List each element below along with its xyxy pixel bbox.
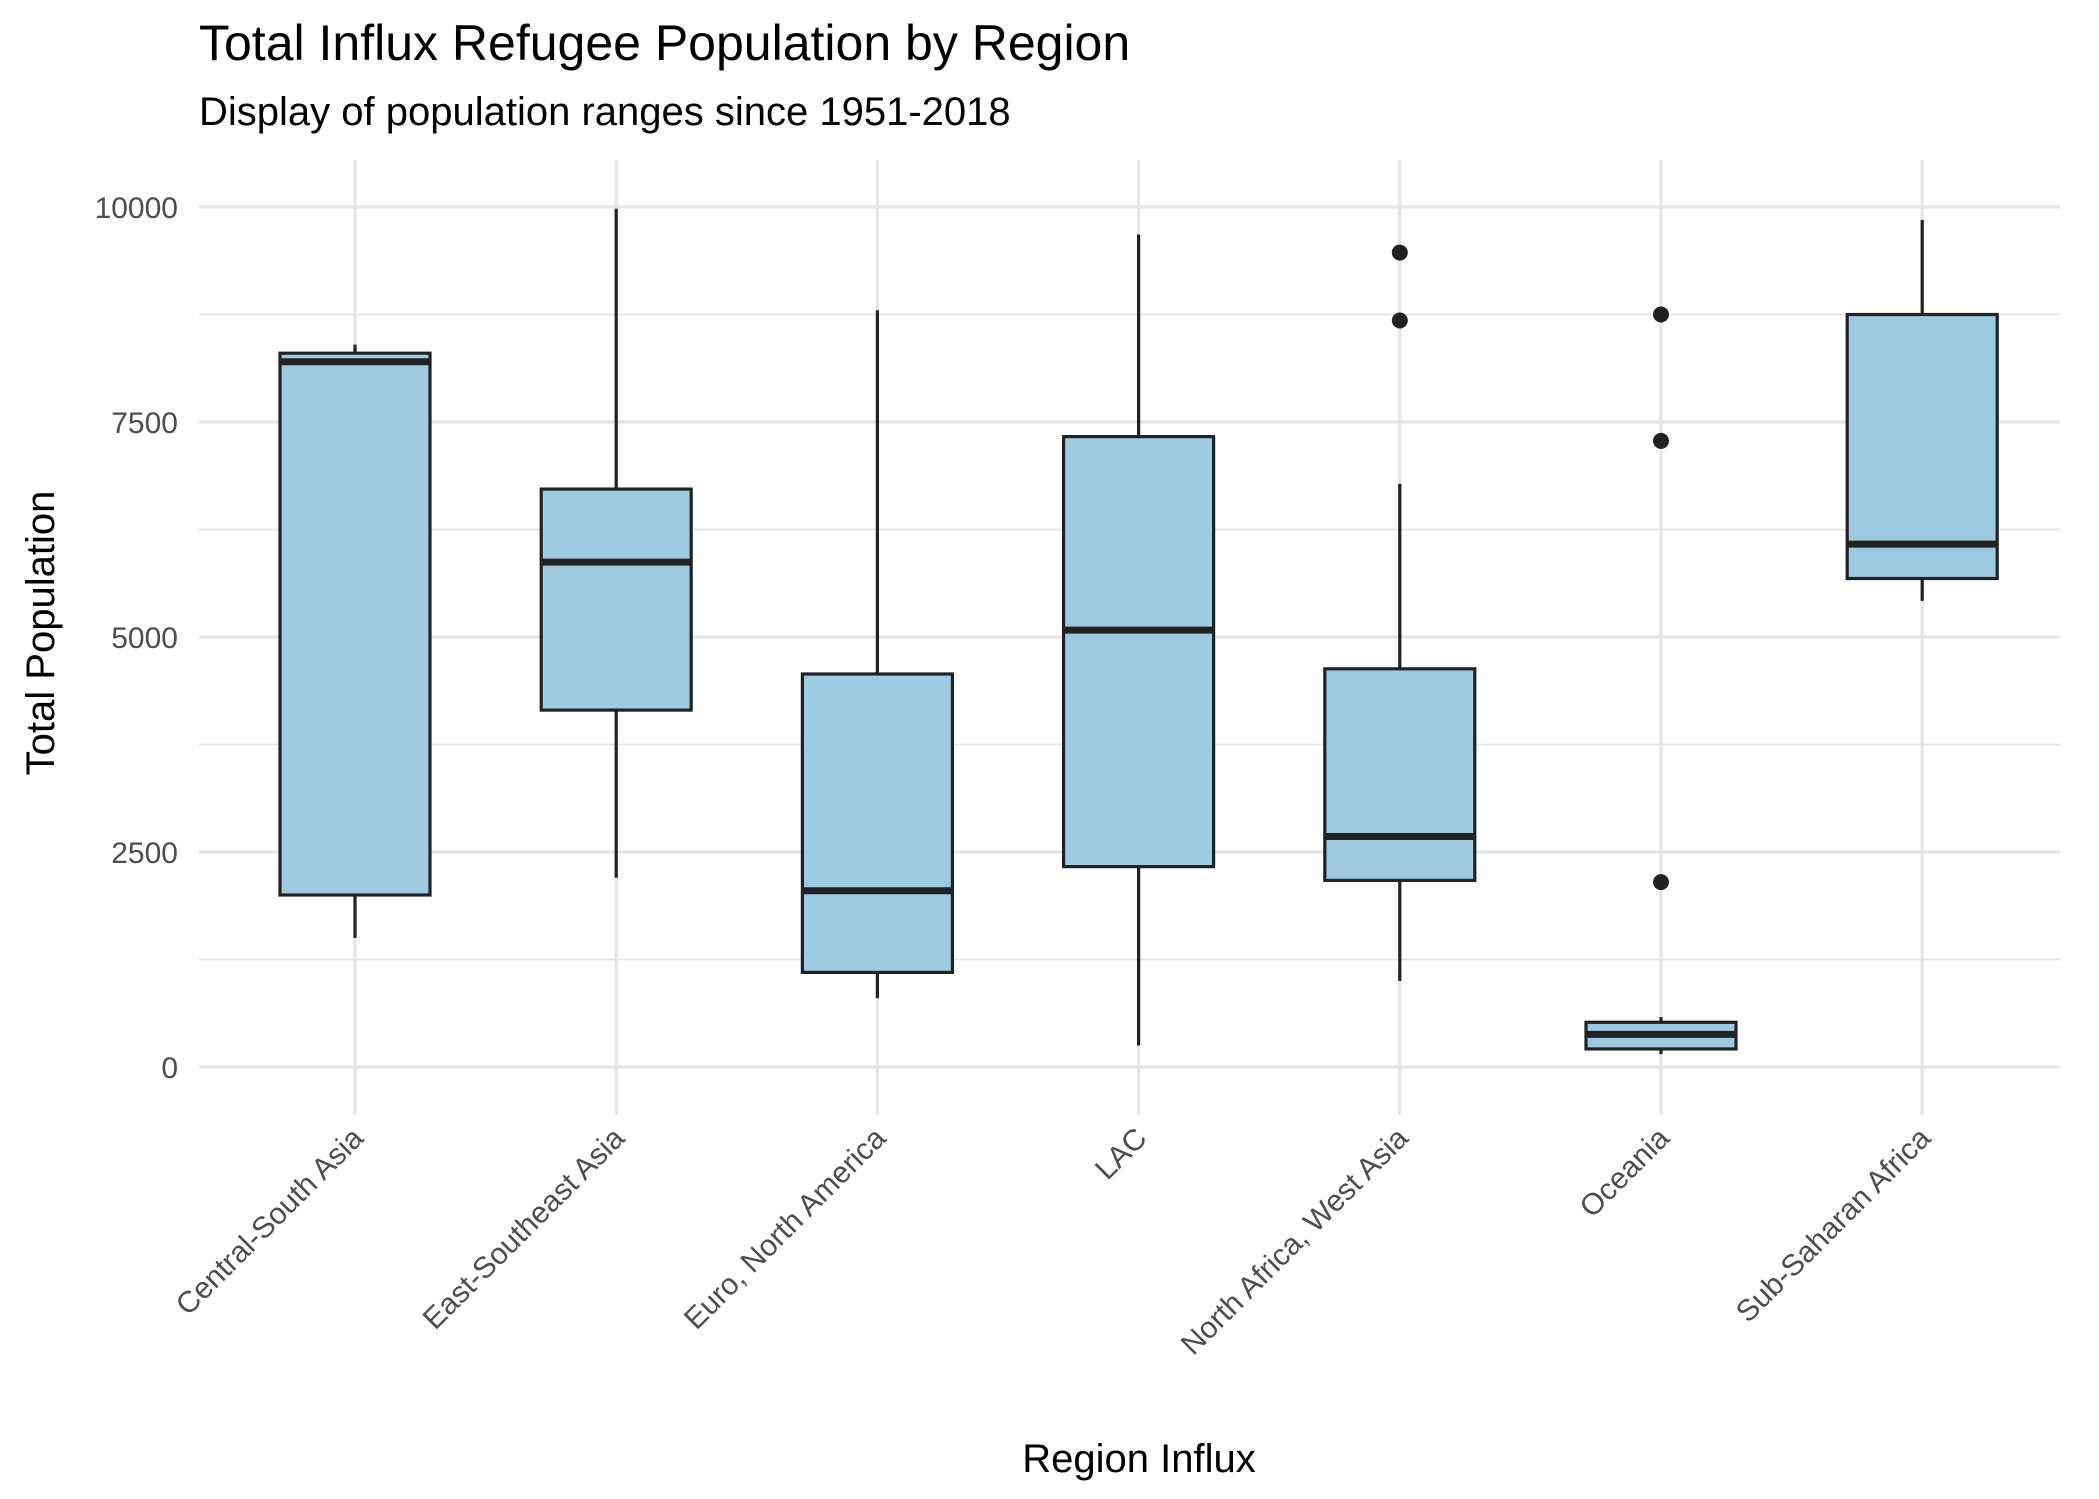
y-tick-label: 10000 xyxy=(95,192,178,225)
box-lac xyxy=(1061,234,1216,1046)
x-tick-label: East-Southeast Asia xyxy=(417,1121,632,1336)
y-tick-label: 7500 xyxy=(111,407,178,440)
y-tick-label: 2500 xyxy=(111,837,178,870)
box-iqr xyxy=(539,487,693,712)
outlier-point xyxy=(1653,874,1669,891)
box-iqr xyxy=(800,672,955,974)
x-tick-label: Sub-Saharan Africa xyxy=(1730,1121,1938,1329)
outlier-point xyxy=(1653,432,1669,449)
chart-subtitle: Display of population ranges since 1951-… xyxy=(199,90,1011,134)
x-tick-label: LAC xyxy=(1089,1122,1154,1187)
x-tick-label: Oceania xyxy=(1574,1121,1677,1224)
x-tick-label: North Africa, West Asia xyxy=(1175,1121,1415,1361)
box-north-africa-west-asia xyxy=(1323,244,1477,981)
x-tick-label: Euro, North America xyxy=(678,1121,893,1336)
y-axis-label: Total Population xyxy=(19,491,63,776)
box-euro-north-america xyxy=(800,310,955,999)
y-tick-label: 0 xyxy=(161,1052,178,1085)
outlier-point xyxy=(1391,244,1408,261)
box-layer xyxy=(278,208,1999,1055)
outlier-point xyxy=(1391,312,1408,329)
box-sub-saharan-africa xyxy=(1845,219,1999,601)
x-tick-label: Central-South Asia xyxy=(170,1121,370,1321)
box-iqr xyxy=(278,351,432,897)
y-tick-label: 5000 xyxy=(111,622,178,655)
box-east-southeast-asia xyxy=(539,208,693,878)
x-axis-label: Region Influx xyxy=(1022,1437,1255,1481)
box-central-south-asia xyxy=(278,344,432,938)
box-oceania xyxy=(1584,306,1738,1055)
box-iqr xyxy=(1845,312,1999,581)
box-iqr xyxy=(1323,667,1477,882)
chart-title: Total Influx Refugee Population by Regio… xyxy=(199,15,1131,71)
box-iqr xyxy=(1061,435,1216,869)
outlier-point xyxy=(1653,306,1669,323)
